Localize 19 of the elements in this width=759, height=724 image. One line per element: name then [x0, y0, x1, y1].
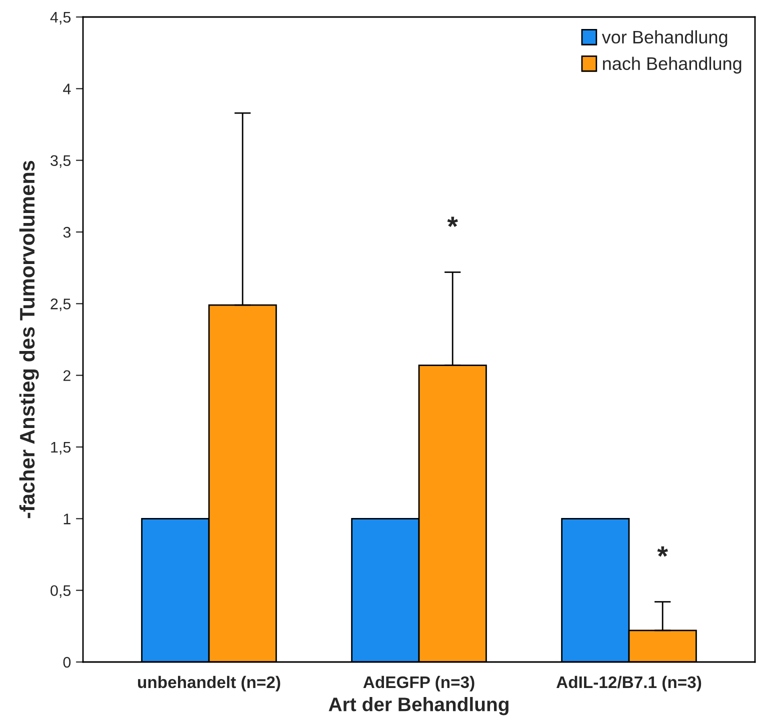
annotation: *: [447, 216, 458, 228]
x-tick-label: unbehandelt (n=2): [138, 676, 280, 692]
x-tick-label: AdEGFP (n=3): [363, 676, 474, 692]
y-tick-label: 1,5: [51, 442, 71, 454]
y-tick-label: 4,5: [50, 12, 71, 24]
y-tick-label: 3,5: [50, 155, 71, 168]
y-axis-title: -facher Anstieg des Tumorvolumens: [19, 160, 39, 518]
x-tick-label: AdIL-12/B7.1 (n=3): [556, 676, 702, 692]
y-tick-label: 2,5: [50, 298, 71, 312]
x-axis-title: Art der Behandlung: [328, 696, 508, 716]
y-tick-label: 2: [63, 370, 70, 381]
y-tick-label: 1: [64, 514, 70, 524]
y-tick-label: 4: [63, 84, 71, 94]
annotation: *: [657, 546, 668, 557]
legend-label: nach Behandlung: [603, 56, 742, 74]
y-tick-label: 3: [63, 226, 71, 238]
legend-label: vor Behandlung: [602, 30, 728, 48]
y-tick-label: 0,5: [50, 585, 71, 598]
y-tick-label: 0: [63, 656, 71, 668]
